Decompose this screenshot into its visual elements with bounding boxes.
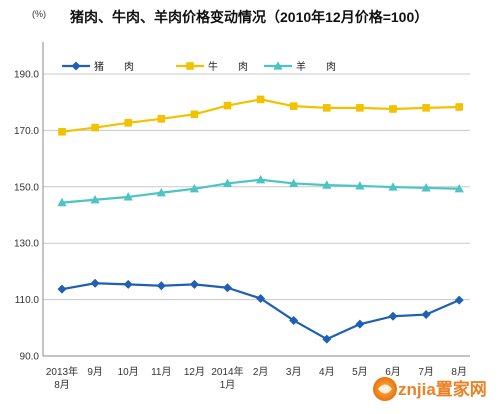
y-tick-label: 170.0 — [14, 126, 39, 137]
data-point-square — [186, 62, 194, 70]
data-point-square — [422, 104, 430, 112]
data-point-diamond — [223, 283, 232, 293]
data-point-diamond — [256, 293, 266, 303]
data-point-diamond — [454, 295, 464, 305]
data-point-square — [223, 101, 232, 110]
data-point-square — [455, 103, 463, 111]
x-tick-label: 5月 — [352, 366, 368, 378]
data-point-triangle — [454, 183, 464, 193]
data-point-triangle — [156, 187, 166, 197]
chart-title: 猪肉、牛肉、羊肉价格变动情况（2010年12月价格=100） — [69, 9, 428, 25]
x-tick-label: 10月 — [118, 366, 139, 378]
data-point-diamond — [57, 284, 67, 294]
x-tick-label: 3月 — [286, 366, 302, 378]
data-point-diamond — [71, 61, 81, 71]
x-tick-label: 8月 — [451, 366, 467, 378]
data-point-diamond — [189, 279, 199, 289]
legend-item: 猪 肉 — [62, 60, 134, 73]
data-series — [57, 95, 464, 344]
legend-item: 羊 肉 — [264, 60, 336, 73]
x-tick-label-line: 8月 — [54, 379, 70, 391]
x-tick-label: 4月 — [319, 366, 335, 378]
x-tick-label-line: 6月 — [385, 366, 401, 378]
data-point-square — [91, 123, 99, 132]
legend-label: 牛 肉 — [208, 60, 248, 73]
data-point-square — [157, 115, 166, 123]
data-point-triangle — [189, 183, 199, 193]
data-point-diamond — [355, 319, 365, 329]
x-tick-label-line: 2014年 — [211, 365, 243, 378]
x-tick-label: 7月 — [418, 366, 434, 378]
x-tick-label-line: 2月 — [253, 366, 269, 378]
x-tick-label: 2014年 1月 — [211, 365, 243, 391]
data-point-square — [190, 110, 199, 119]
legend-label: 猪 肉 — [94, 60, 134, 73]
data-point-square — [389, 105, 397, 113]
legend: 猪 肉牛 肉羊 肉 — [62, 60, 336, 73]
data-point-triangle — [322, 180, 332, 189]
data-point-diamond — [421, 310, 431, 320]
x-tick-label-line: 3月 — [286, 366, 302, 378]
x-tick-label-line: 8月 — [451, 366, 467, 378]
data-point-triangle — [289, 178, 299, 188]
series-0 — [57, 278, 464, 344]
y-tick-label: 90.0 — [20, 352, 40, 363]
x-tick-label-line: 2013年 — [46, 365, 78, 378]
y-unit-label: (%) — [32, 9, 46, 19]
data-point-triangle — [57, 197, 67, 207]
data-point-square — [256, 95, 265, 104]
y-tick-label: 110.0 — [15, 295, 40, 306]
x-tick-label-line: 5月 — [352, 366, 368, 378]
data-point-diamond — [156, 281, 166, 291]
x-tick-label: 12月 — [184, 366, 205, 378]
x-tick-label: 6月 — [385, 366, 401, 378]
x-tick-label: 11月 — [151, 366, 171, 378]
data-point-triangle — [90, 194, 100, 204]
data-point-square — [289, 102, 298, 110]
x-tick-label-line: 11月 — [151, 366, 171, 378]
y-tick-label: 190.0 — [14, 70, 39, 81]
y-tick-label: 150.0 — [14, 182, 39, 193]
x-tick-label-line: 7月 — [418, 366, 434, 378]
data-point-triangle — [222, 178, 233, 188]
data-point-triangle — [273, 61, 283, 70]
data-point-square — [58, 128, 66, 136]
x-tick-label-line: 9月 — [87, 366, 103, 378]
x-tick-label: 2月 — [253, 366, 269, 378]
data-point-square — [323, 104, 331, 112]
data-point-diamond — [322, 334, 332, 344]
series-2 — [57, 174, 464, 207]
watermark-text: znjia置家网 — [398, 379, 487, 399]
data-point-diamond — [388, 311, 398, 321]
data-point-diamond — [90, 278, 100, 288]
x-tick-label-line: 10月 — [118, 366, 139, 378]
data-point-triangle — [355, 181, 365, 190]
data-point-diamond — [289, 315, 299, 325]
x-tick-label: 9月 — [87, 366, 103, 378]
legend-item: 牛 肉 — [176, 60, 248, 73]
data-point-square — [356, 104, 364, 112]
data-point-triangle — [421, 183, 431, 192]
x-tick-label-line: 1月 — [220, 379, 236, 391]
x-tick-label-line: 12月 — [184, 366, 205, 378]
data-point-diamond — [123, 279, 133, 289]
data-point-triangle — [256, 174, 266, 184]
x-tick-label-line: 4月 — [319, 366, 335, 378]
legend-label: 羊 肉 — [296, 60, 336, 73]
data-point-square — [124, 118, 132, 127]
x-tick-label: 2013年 8月 — [46, 365, 78, 391]
data-point-triangle — [123, 192, 133, 201]
watermark: znjia置家网 — [373, 377, 487, 401]
data-point-triangle — [388, 182, 398, 191]
watermark-swirl-icon — [378, 384, 392, 394]
y-tick-label: 130.0 — [14, 239, 39, 250]
series-1 — [58, 95, 463, 136]
